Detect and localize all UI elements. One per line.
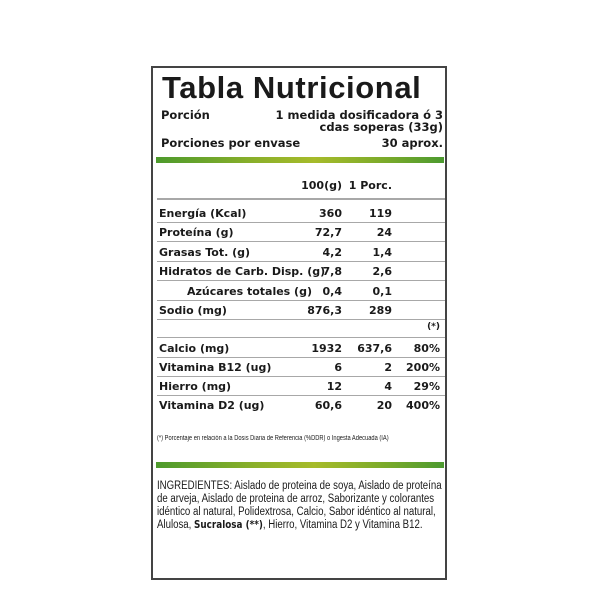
portion-value-line2: cdas soperas (33g) (319, 120, 443, 134)
table-row: Grasas Tot. (g) 4,2 1,4 (157, 242, 445, 262)
table-row: Hierro (mg) 12 4 29% (157, 376, 445, 396)
ingredients-part: , Hierro, Vitamina D2 y Vitamina B12. (262, 519, 423, 531)
nutrient-name: Hidratos de Carb. Disp. (g) (159, 265, 326, 278)
green-divider-bar (156, 157, 444, 163)
ingredients-text: INGREDIENTES: Aislado de proteina de soy… (157, 480, 443, 532)
ingredients-bold: Sucralosa (**) (194, 519, 263, 531)
value-pct: 29% (413, 380, 440, 393)
nutrient-name: Hierro (mg) (159, 380, 232, 393)
table-row: Sodio (mg) 876,3 289 (157, 300, 445, 320)
value-100g: 4,2 (322, 246, 343, 259)
value-pct: 80% (413, 342, 440, 355)
nutrient-name: Vitamina B12 (ug) (159, 361, 272, 374)
page-title: Tabla Nutricional (162, 70, 422, 105)
value-portion: 1,4 (372, 246, 393, 259)
value-portion: 2 (384, 361, 392, 374)
table-row: Vitamina B12 (ug) 6 2 200% (157, 357, 445, 377)
value-portion: 289 (369, 304, 392, 317)
value-portion: 119 (369, 207, 392, 220)
value-pct: 200% (406, 361, 440, 374)
value-100g: 1932 (311, 342, 342, 355)
nutrition-label-panel (151, 66, 447, 580)
table-row: Azúcares totales (g) 0,4 0,1 (157, 281, 445, 301)
nutrient-name: Sodio (mg) (159, 304, 227, 317)
portion-value-line1: 1 medida dosificadora ó 3 (275, 108, 443, 122)
value-100g: 60,6 (314, 399, 342, 412)
nutrient-name: Calcio (mg) (159, 342, 230, 355)
value-portion: 637,6 (357, 342, 392, 355)
ingredients-part: INGREDIENTES: Aislado de proteina de soy… (157, 480, 442, 531)
nutrient-name: Energía (Kcal) (159, 207, 247, 220)
nutrient-name: Grasas Tot. (g) (159, 246, 251, 259)
value-portion: 24 (376, 226, 392, 239)
table-row: Calcio (mg) 1932 637,6 80% (157, 338, 445, 358)
value-100g: 12 (326, 380, 342, 393)
col-header-pct: (*) (427, 322, 440, 332)
table-row: Hidratos de Carb. Disp. (g) 7,8 2,6 (157, 261, 445, 281)
value-100g: 72,7 (314, 226, 342, 239)
value-100g: 6 (334, 361, 342, 374)
table-row: Energía (Kcal) 360 119 (157, 203, 445, 223)
value-100g: 876,3 (307, 304, 342, 317)
servings-value: 30 aprox. (381, 136, 443, 150)
value-100g: 360 (319, 207, 342, 220)
value-portion: 0,1 (372, 285, 393, 298)
value-pct: 400% (406, 399, 440, 412)
nutrient-name: Azúcares totales (g) (187, 285, 312, 298)
portion-label: Porción (161, 108, 210, 122)
value-100g: 0,4 (322, 285, 343, 298)
value-100g: 7,8 (322, 265, 343, 278)
col-header-100g: 100(g) (301, 179, 342, 192)
nutrient-name: Proteína (g) (159, 226, 234, 239)
value-portion: 4 (384, 380, 392, 393)
table-header: 100(g) 1 Porc. (157, 176, 445, 200)
green-divider-bar (156, 462, 444, 468)
servings-label: Porciones por envase (161, 136, 301, 150)
table-row: Vitamina D2 (ug) 60,6 20 400% (157, 395, 445, 417)
value-portion: 20 (376, 399, 392, 412)
nutrient-name: Vitamina D2 (ug) (159, 399, 265, 412)
col-header-portion: 1 Porc. (348, 179, 392, 192)
table-row: (*) (157, 319, 445, 338)
footnote: (*) Porcentaje en relación a la Dosis Di… (157, 435, 389, 442)
value-portion: 2,6 (372, 265, 393, 278)
table-row: Proteína (g) 72,7 24 (157, 222, 445, 242)
